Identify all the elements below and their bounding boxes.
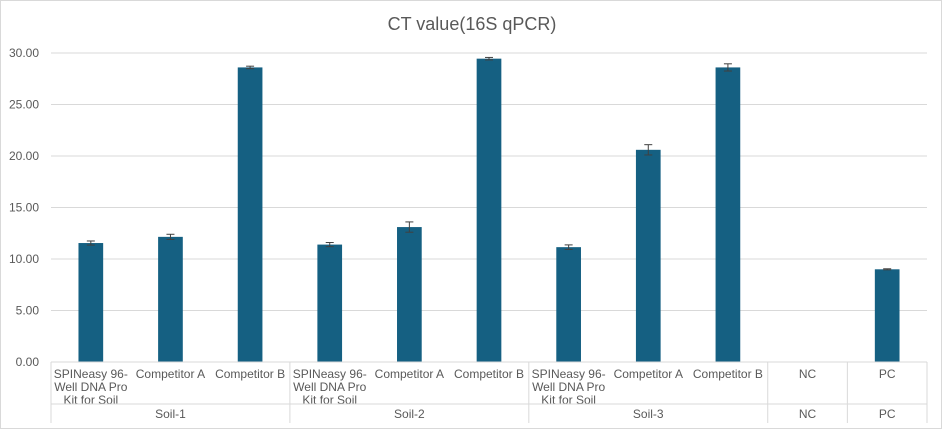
error-bar (644, 144, 653, 156)
bar (158, 236, 183, 362)
y-axis: 0.00 5.00 10.00 15.00 20.00 25.00 30.00 (9, 46, 39, 369)
y-tick-label: 15.00 (9, 201, 39, 215)
bar (317, 244, 343, 362)
error-bars (86, 56, 892, 271)
x-tick-label: NC (799, 367, 817, 381)
group-label: Soil-1 (155, 407, 186, 421)
group-label: Soil-3 (633, 407, 664, 421)
y-tick-label: 25.00 (9, 98, 39, 112)
group-label: PC (879, 407, 896, 421)
bar (476, 58, 502, 362)
x-tick-label: PC (879, 367, 896, 381)
chart-title: CT value(16S qPCR) (388, 14, 557, 34)
bar (237, 67, 263, 363)
x-tick-label: SPINeasy 96-Well DNA Pro Kit for Soil (54, 367, 128, 407)
error-bar (405, 221, 414, 233)
x-tick-label: Competitor B (454, 367, 524, 381)
error-bar (564, 244, 573, 250)
x-tick-label: Competitor A (375, 367, 444, 381)
x-tick-label: Competitor A (136, 367, 205, 381)
bar (715, 67, 741, 363)
group-label: Soil-2 (394, 407, 425, 421)
x-tick-label: SPINeasy 96-Well DNA Pro Kit for Soil (293, 367, 367, 407)
bar (397, 227, 422, 362)
x-tick-label: SPINeasy 96-Well DNA Pro Kit for Soil (532, 367, 606, 407)
bar (635, 149, 661, 362)
x-axis: SPINeasy 96-Well DNA Pro Kit for Soil Comp… (50, 361, 928, 423)
y-tick-label: 20.00 (9, 149, 39, 163)
y-tick-label: 0.00 (16, 355, 40, 369)
x-tick-label: Competitor A (614, 367, 683, 381)
y-tick-label: 10.00 (9, 252, 39, 266)
y-tick-label: 5.00 (16, 304, 40, 318)
group-label: NC (799, 407, 817, 421)
bars (78, 58, 900, 363)
error-bar (485, 56, 493, 61)
error-bar (883, 268, 892, 271)
error-bar (86, 240, 95, 246)
x-tick-label: Competitor B (215, 367, 285, 381)
error-bar (246, 65, 255, 70)
bar (78, 243, 104, 362)
error-bar (166, 233, 175, 240)
bar (874, 269, 900, 362)
bar (556, 247, 581, 362)
x-tick-label: Competitor B (693, 367, 763, 381)
y-tick-label: 30.00 (9, 46, 39, 60)
error-bar (325, 242, 334, 248)
error-bar (723, 63, 732, 72)
